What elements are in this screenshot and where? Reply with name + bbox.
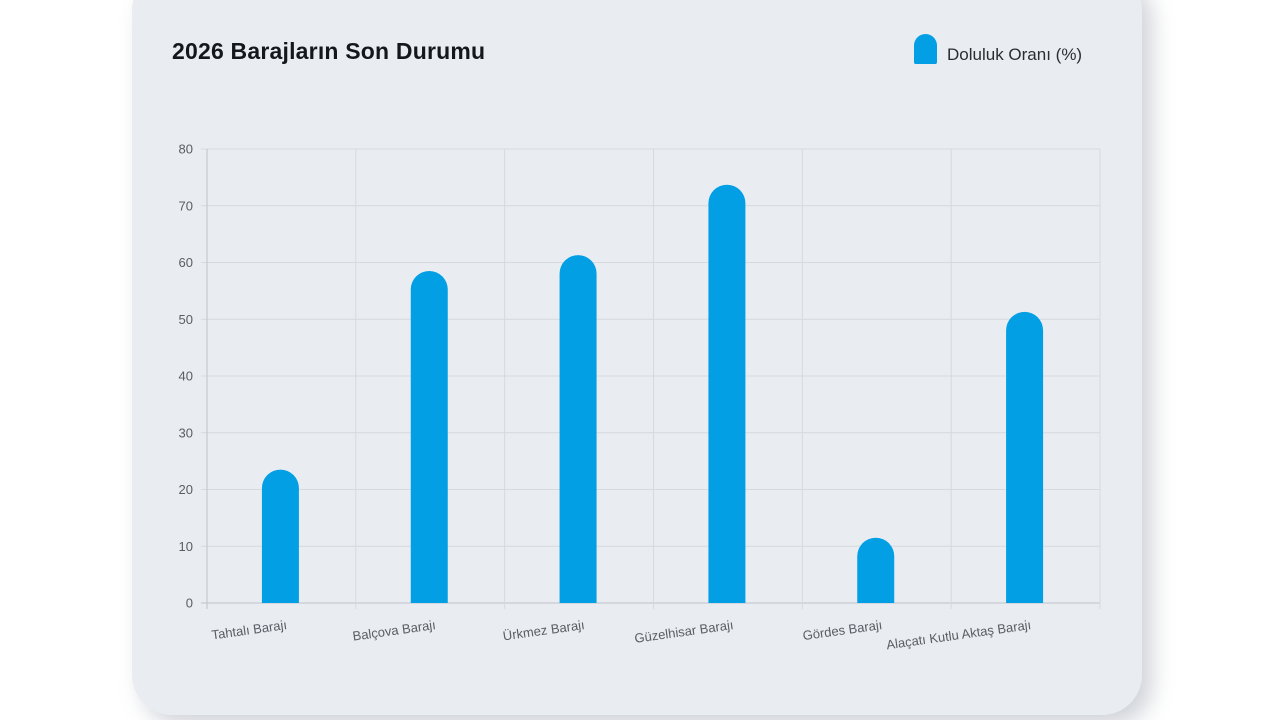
y-tick-label: 20	[179, 482, 193, 497]
bar	[410, 271, 448, 603]
x-tick-label: Gördes Barajı	[802, 617, 884, 643]
bar	[1006, 311, 1044, 603]
y-tick-label: 80	[179, 142, 193, 157]
y-tick-label: 0	[186, 596, 193, 611]
y-tick-label: 40	[179, 369, 193, 384]
y-tick-label: 60	[179, 255, 193, 270]
bar	[857, 537, 895, 603]
bar	[708, 184, 746, 603]
bar	[559, 255, 597, 603]
legend-label: Doluluk Oranı (%)	[947, 45, 1083, 64]
legend-swatch	[914, 34, 937, 64]
legend[interactable]: Doluluk Oranı (%)	[914, 34, 1082, 65]
y-tick-label: 70	[179, 198, 193, 213]
chart-card	[132, 0, 1142, 715]
y-tick-label: 30	[179, 425, 193, 440]
chart-title: 2026 Barajların Son Durumu	[172, 38, 486, 64]
x-tick-label: Ürkmez Barajı	[502, 617, 586, 643]
x-tick-label: Tahtalı Barajı	[211, 617, 288, 642]
bar	[261, 469, 299, 603]
x-tick-label: Güzelhisar Barajı	[633, 617, 734, 646]
x-tick-label: Balçova Barajı	[352, 617, 437, 644]
y-tick-label: 10	[179, 539, 193, 554]
y-tick-label: 50	[179, 312, 193, 327]
x-tick-label: Alaçatı Kutlu Aktaş Barajı	[885, 617, 1032, 652]
